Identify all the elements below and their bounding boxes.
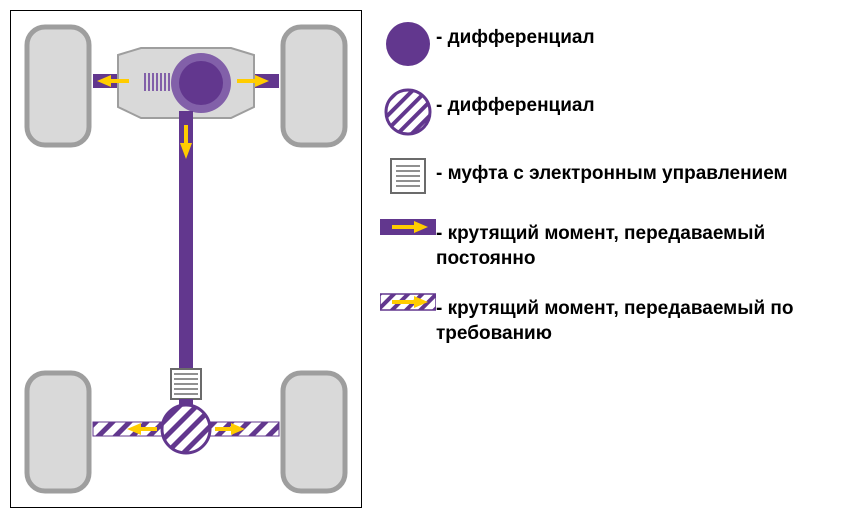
clutch-icon [380, 156, 436, 196]
solid-torque-icon [380, 216, 436, 238]
wheel-front-right [283, 27, 345, 145]
front-differential-icon-inner [179, 61, 223, 105]
legend-item-clutch: - муфта с электронным управлением [380, 156, 840, 196]
legend-item-hatch-torque: - крутящий момент, передаваемый по требо… [380, 291, 840, 346]
hatch-diff-icon [380, 88, 436, 136]
legend-label: - крутящий момент, передаваемый постоянн… [436, 216, 840, 271]
wheel-front-left [27, 27, 89, 145]
legend-item-hatch-diff: - дифференциал [380, 88, 840, 136]
wheel-rear-right [283, 373, 345, 491]
rear-differential-icon [162, 405, 210, 453]
clutch-icon [171, 369, 201, 399]
legend-item-solid-torque: - крутящий момент, передаваемый постоянн… [380, 216, 840, 271]
wheel-rear-left [27, 373, 89, 491]
legend-label: - дифференциал [436, 20, 595, 51]
legend-label: - муфта с электронным управлением [436, 156, 788, 187]
drivetrain-diagram [10, 10, 362, 508]
hatch-torque-icon [380, 291, 436, 313]
legend-label: - дифференциал [436, 88, 595, 119]
solid-diff-icon [380, 20, 436, 68]
legend: - дифференциал - дифференциал [380, 20, 840, 367]
legend-label: - крутящий момент, передаваемый по требо… [436, 291, 840, 346]
legend-item-solid-diff: - дифференциал [380, 20, 840, 68]
